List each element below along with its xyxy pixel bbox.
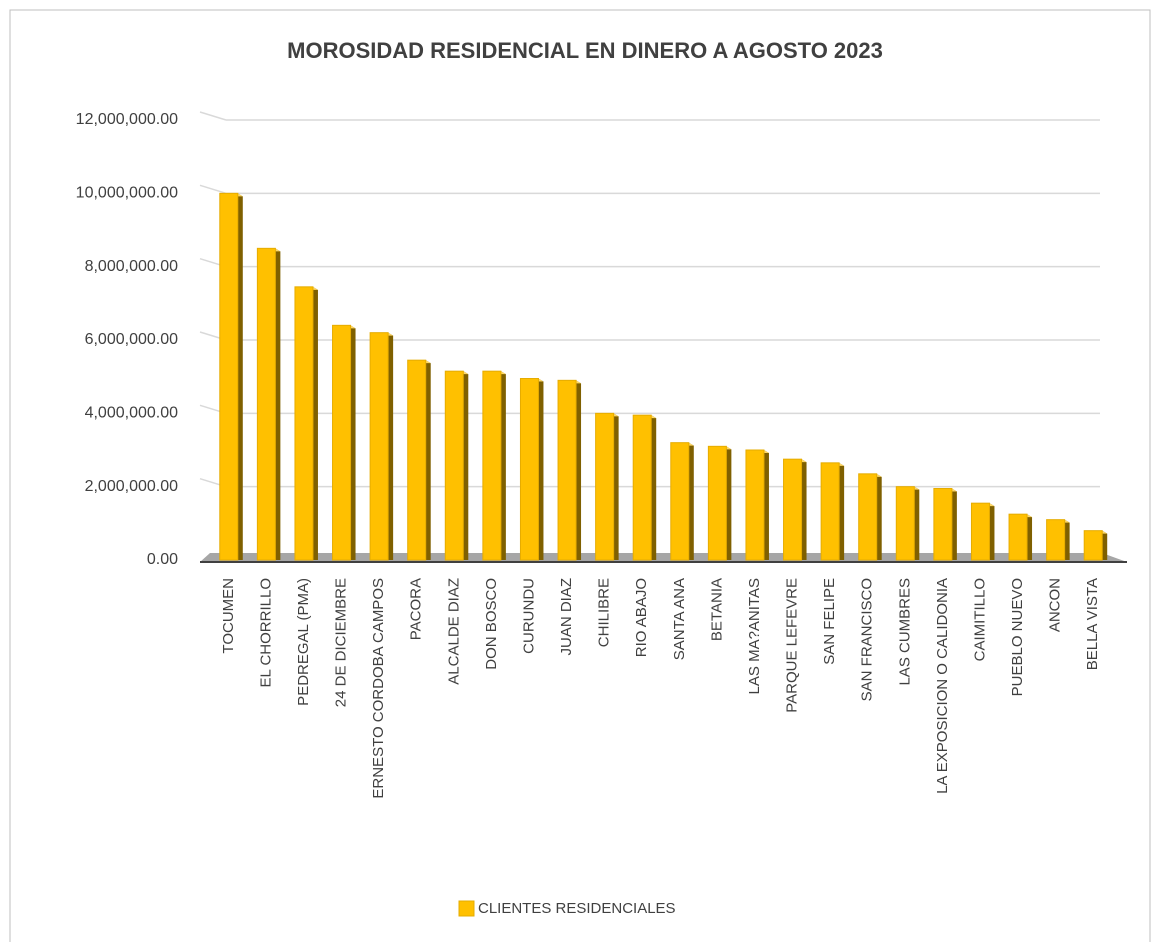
bar-side — [839, 462, 845, 560]
x-tick-label: SAN FRANCISCO — [859, 578, 876, 701]
bar — [933, 488, 953, 561]
grid-line-side — [199, 184, 227, 195]
bar-side — [463, 371, 469, 560]
bar-side — [1027, 514, 1033, 560]
bar-side — [1102, 530, 1108, 560]
bar-side — [763, 450, 769, 560]
bar — [632, 414, 652, 561]
x-tick-label: PUEBLO NUEVO — [1009, 578, 1026, 696]
chart-title: MOROSIDAD RESIDENCIAL EN DINERO A AGOSTO… — [287, 38, 883, 63]
x-tick-label: JUAN DIAZ — [558, 578, 575, 656]
x-tick-label: BELLA VISTA — [1084, 578, 1101, 670]
x-tick-label: ANCON — [1047, 578, 1064, 632]
x-tick-label: ALCALDE DIAZ — [445, 578, 462, 685]
bar — [595, 412, 615, 561]
bar-side — [275, 248, 281, 561]
y-tick-label: 10,000,000.00 — [76, 185, 178, 202]
x-tick-label: CAIMITILLO — [971, 578, 988, 661]
x-tick-label: 24 DE DICIEMBRE — [333, 578, 350, 707]
x-tick-label: PARQUE LEFEVRE — [784, 578, 801, 713]
bar-side — [726, 446, 732, 560]
bar-side — [312, 286, 318, 560]
bar-side — [613, 413, 619, 560]
x-tick-label: PEDREGAL (PMA) — [295, 578, 312, 706]
x-tick-label: SANTA ANA — [671, 578, 688, 660]
bar-side — [989, 503, 995, 560]
bar — [820, 462, 840, 561]
bar — [444, 370, 464, 561]
bar — [332, 324, 352, 561]
x-tick-label: TOCUMEN — [220, 578, 237, 654]
y-tick-label: 4,000,000.00 — [85, 405, 179, 422]
legend-label: CLIENTES RESIDENCIALES — [478, 900, 676, 917]
bar — [557, 379, 577, 561]
bar — [970, 502, 990, 561]
y-tick-label: 0.00 — [147, 551, 178, 568]
x-tick-label: LAS MA?ANITAS — [746, 578, 763, 694]
bar — [407, 359, 427, 561]
bar-side — [576, 380, 582, 560]
x-tick-label: ERNESTO CORDOBA CAMPOS — [370, 578, 387, 799]
bar-side — [350, 325, 356, 560]
y-tick-label: 6,000,000.00 — [85, 331, 179, 348]
bar-side — [425, 360, 431, 560]
x-tick-label: LAS CUMBRES — [896, 578, 913, 686]
bar — [745, 449, 765, 561]
bar — [783, 458, 803, 561]
y-tick-label: 12,000,000.00 — [76, 111, 178, 128]
x-tick-label: DON BOSCO — [483, 578, 500, 670]
legend-swatch — [458, 900, 475, 917]
x-tick-label: CHILIBRE — [596, 578, 613, 647]
x-tick-label: RIO ABAJO — [633, 578, 650, 657]
x-tick-label: SAN FELIPE — [821, 578, 838, 665]
bar-side — [914, 486, 920, 560]
bar — [369, 332, 389, 561]
bar — [256, 247, 276, 561]
x-tick-label: CURUNDU — [520, 578, 537, 654]
bar — [219, 192, 239, 561]
bar — [707, 445, 727, 561]
y-tick-label: 2,000,000.00 — [85, 478, 179, 495]
bar-side — [388, 332, 394, 560]
x-tick-label: PACORA — [408, 578, 425, 640]
y-tick-label: 8,000,000.00 — [85, 258, 179, 275]
bar — [294, 286, 314, 561]
bar-side — [651, 415, 657, 560]
bar — [519, 378, 539, 561]
grid-line-side — [199, 111, 227, 121]
floor — [200, 553, 1127, 562]
bar — [858, 473, 878, 561]
bar-side — [538, 378, 544, 560]
bar-side — [801, 459, 807, 560]
bar-side — [951, 488, 957, 560]
bar — [895, 486, 915, 561]
x-tick-label: EL CHORRILLO — [257, 578, 274, 687]
bar-side — [237, 193, 243, 561]
bar-side — [876, 473, 882, 560]
bar — [1083, 530, 1103, 561]
bar — [482, 370, 502, 561]
bar — [670, 442, 690, 561]
x-tick-label: LA EXPOSICION O CALIDONIA — [934, 578, 951, 794]
bar — [1046, 519, 1066, 561]
x-tick-label: BETANIA — [708, 578, 725, 641]
bar-side — [500, 371, 506, 560]
bar — [1008, 513, 1028, 561]
bar-side — [1064, 519, 1070, 560]
bar-side — [688, 442, 694, 560]
